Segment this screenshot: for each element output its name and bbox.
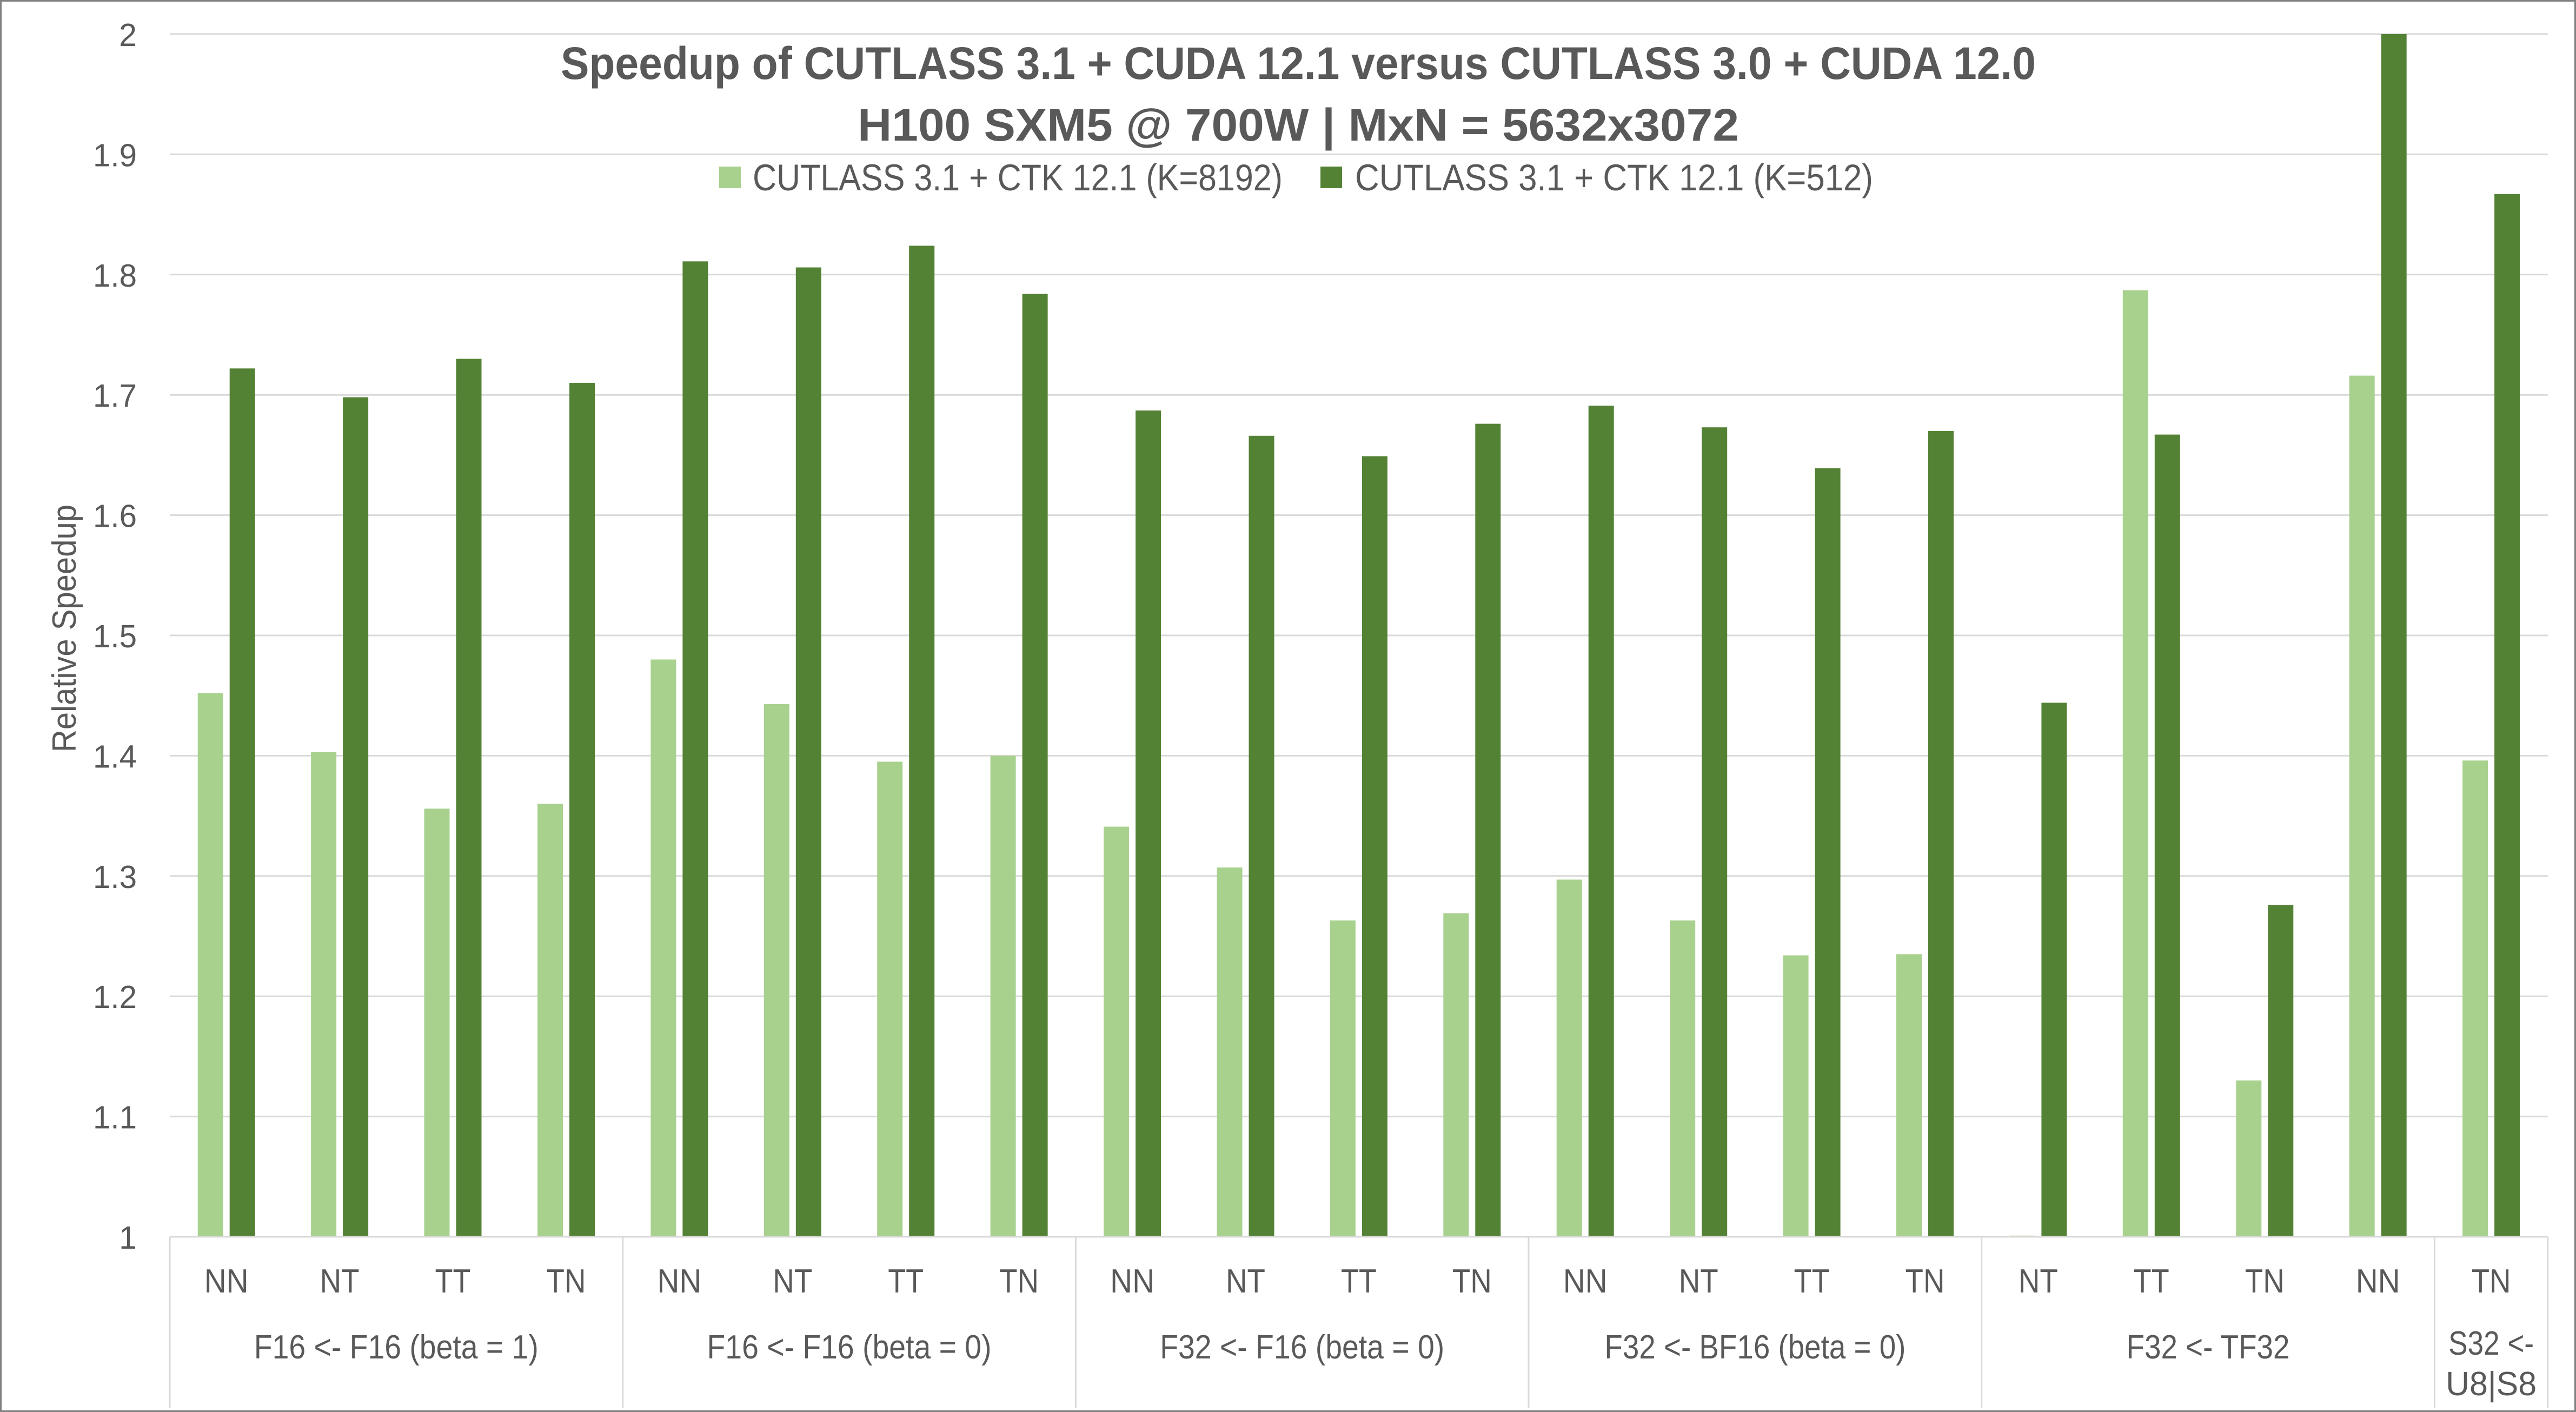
svg-text:F32 <- F16 (beta = 0): F32 <- F16 (beta = 0) [1160,1329,1444,1366]
svg-text:TN: TN [547,1263,586,1300]
svg-text:TT: TT [888,1263,924,1300]
svg-text:CUTLASS 3.1 + CTK 12.1 (K=512): CUTLASS 3.1 + CTK 12.1 (K=512) [1355,157,1873,198]
svg-text:1.4: 1.4 [93,739,137,774]
svg-text:NT: NT [320,1263,360,1300]
svg-text:NN: NN [1563,1263,1608,1300]
svg-text:TT: TT [1341,1263,1377,1300]
svg-text:NT: NT [773,1263,812,1300]
svg-text:1.5: 1.5 [93,619,137,654]
svg-text:1.8: 1.8 [93,258,137,294]
svg-text:NN: NN [204,1263,249,1300]
svg-text:F16 <- F16 (beta = 1): F16 <- F16 (beta = 1) [254,1329,539,1366]
svg-text:F32 <- TF32: F32 <- TF32 [2127,1329,2290,1366]
svg-text:TN: TN [1906,1263,1945,1300]
svg-text:1.9: 1.9 [93,137,137,173]
svg-text:TT: TT [2134,1263,2169,1300]
svg-text:Relative Speedup: Relative Speedup [46,505,83,752]
svg-text:NN: NN [2356,1263,2400,1300]
svg-text:1.3: 1.3 [93,859,137,895]
svg-text:1.1: 1.1 [93,1100,137,1136]
svg-text:S32 <-: S32 <- [2448,1325,2534,1362]
svg-text:Speedup of CUTLASS 3.1 + CUDA: Speedup of CUTLASS 3.1 + CUDA 12.1 versu… [561,38,2036,89]
svg-text:NT: NT [2019,1263,2058,1300]
svg-text:U8|S8: U8|S8 [2446,1365,2537,1403]
svg-text:H100 SXM5 @ 700W | MxN = 5632x: H100 SXM5 @ 700W | MxN = 5632x3072 [858,100,1739,151]
svg-text:1: 1 [119,1220,137,1256]
svg-text:TN: TN [2472,1263,2511,1300]
svg-text:1.2: 1.2 [93,979,137,1015]
svg-text:TN: TN [999,1263,1039,1300]
svg-text:1.6: 1.6 [93,499,137,534]
svg-text:TT: TT [435,1263,471,1300]
svg-text:1.7: 1.7 [93,378,137,414]
svg-text:NN: NN [657,1263,701,1300]
svg-text:CUTLASS 3.1 + CTK 12.1 (K=8192: CUTLASS 3.1 + CTK 12.1 (K=8192) [753,157,1283,198]
svg-text:TN: TN [1452,1263,1492,1300]
svg-text:TN: TN [2245,1263,2285,1300]
svg-text:TT: TT [1794,1263,1830,1300]
svg-text:NT: NT [1679,1263,1718,1300]
svg-text:NN: NN [1110,1263,1154,1300]
svg-text:F16 <- F16 (beta = 0): F16 <- F16 (beta = 0) [707,1329,992,1366]
svg-text:NT: NT [1226,1263,1265,1300]
svg-text:F32 <- BF16 (beta = 0): F32 <- BF16 (beta = 0) [1604,1329,1906,1366]
svg-text:2: 2 [119,17,137,53]
